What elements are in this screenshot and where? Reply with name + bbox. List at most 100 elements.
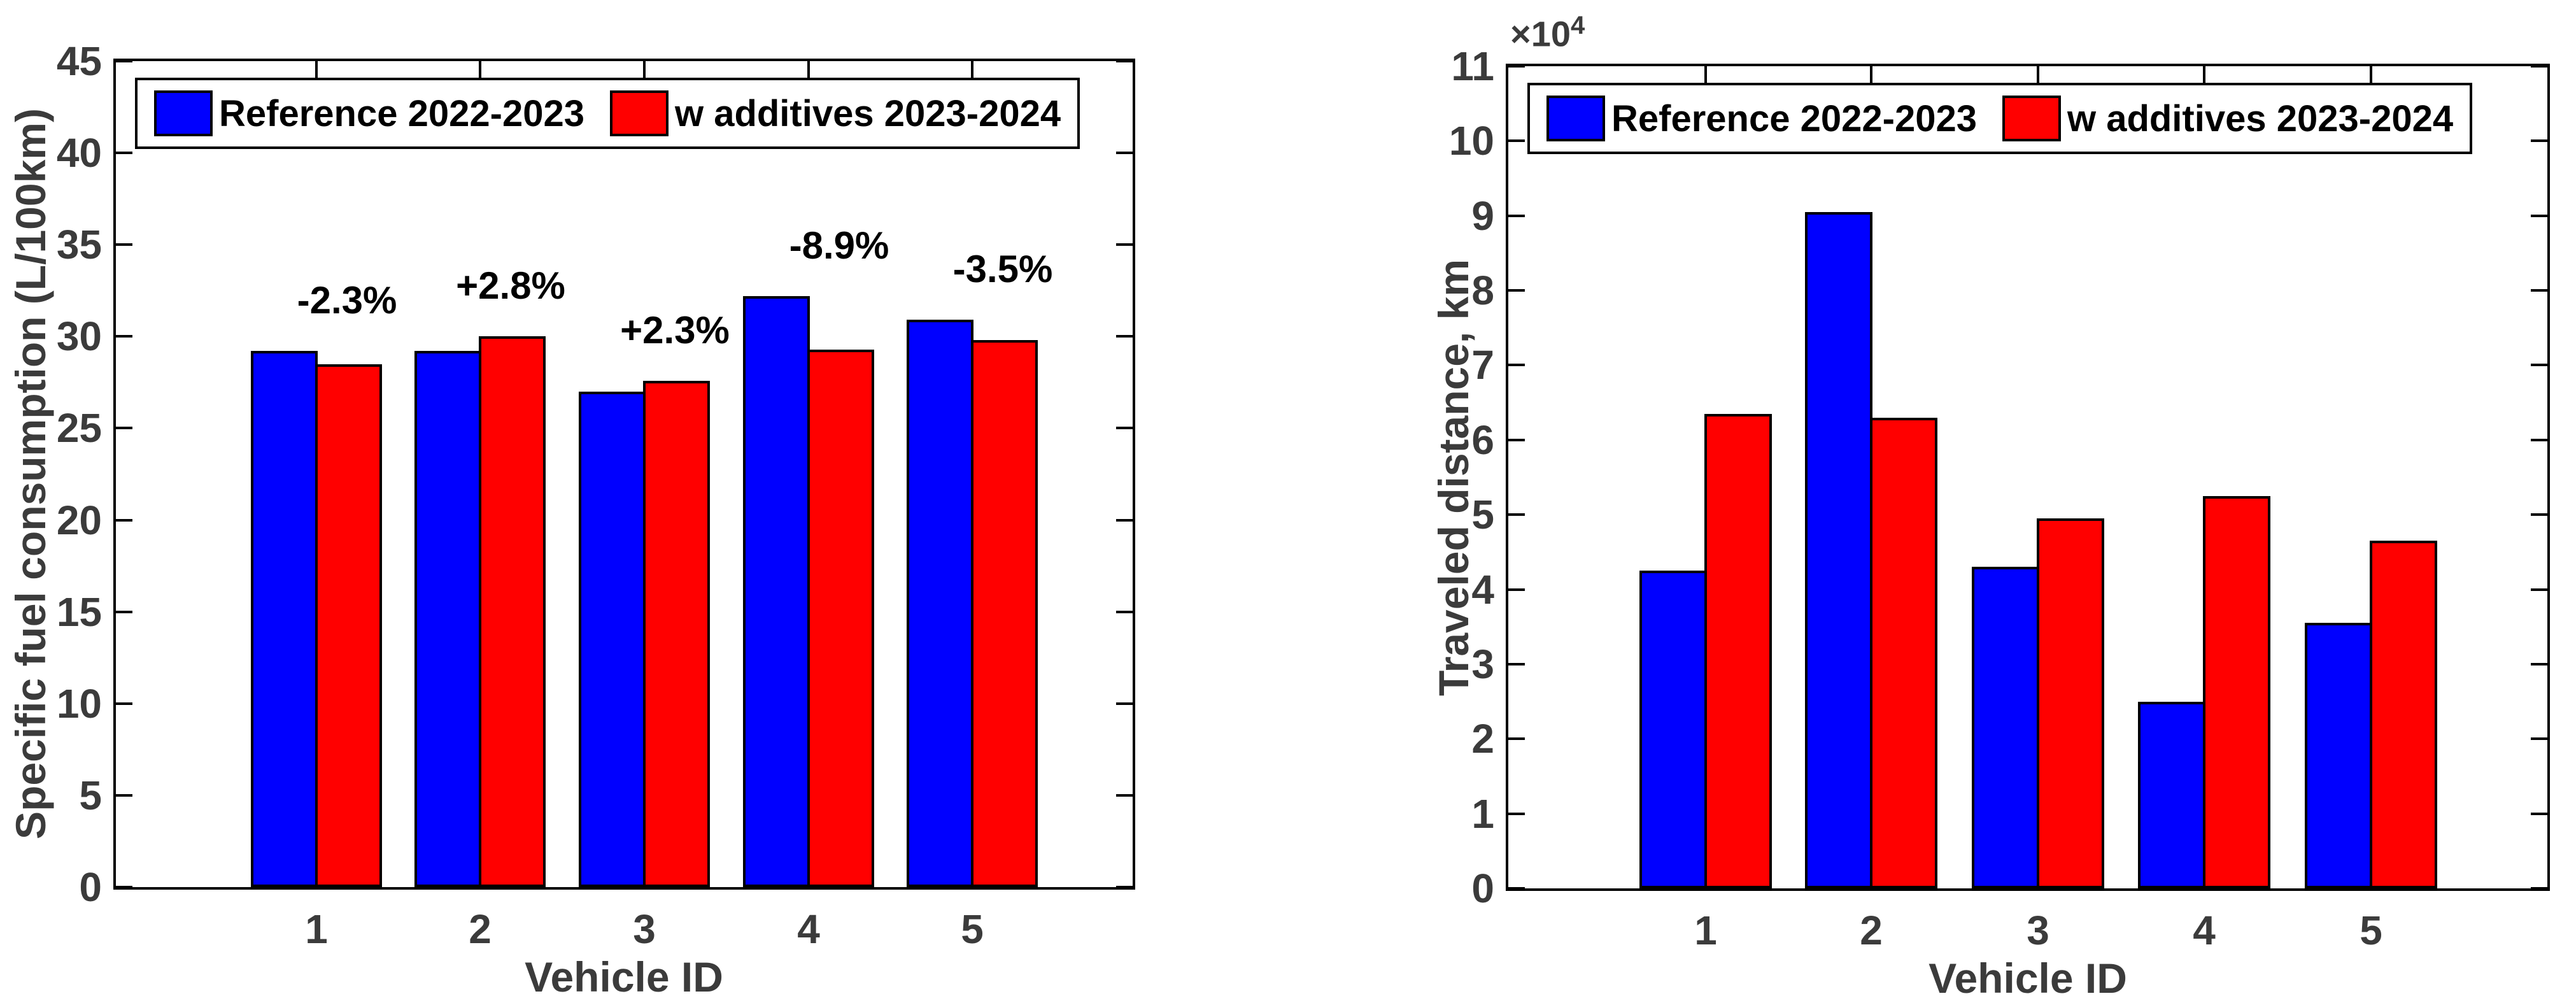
y-tick-mirror <box>2531 813 2547 815</box>
y-tick-label: 40 <box>56 130 102 176</box>
bar-with-additives <box>2370 541 2437 888</box>
x-tick-label: 3 <box>633 906 656 952</box>
y-tick <box>1508 439 1525 441</box>
pct-annotation: -2.3% <box>297 279 397 322</box>
y-tick-mirror <box>1116 60 1133 62</box>
pct-annotation: -3.5% <box>952 248 1053 290</box>
y-tick <box>116 702 132 705</box>
y-tick-label: 0 <box>79 864 102 910</box>
y-axis-label: Specific fuel consumption (L/100km) <box>7 108 54 839</box>
x-tick-top <box>643 61 646 82</box>
x-tick-label: 1 <box>1694 907 1717 953</box>
x-tick-bottom <box>2037 868 2039 888</box>
bar-reference <box>1639 571 1707 888</box>
y-tick <box>1508 65 1525 68</box>
bar-reference <box>1972 567 2039 888</box>
bar-with-additives <box>807 350 874 887</box>
bar-reference <box>1805 212 1872 888</box>
y-tick <box>1508 588 1525 591</box>
exponent-power: 4 <box>1571 11 1585 39</box>
x-tick-bottom <box>1870 868 1872 888</box>
x-tick-top <box>2203 66 2205 87</box>
y-tick <box>116 152 132 154</box>
x-tick-bottom <box>971 867 973 887</box>
y-tick <box>116 794 132 797</box>
y-tick-mirror <box>1116 243 1133 246</box>
x-tick-bottom <box>2203 868 2205 888</box>
bar-with-additives <box>1704 414 1772 888</box>
y-tick-mirror <box>2531 215 2547 217</box>
bar-reference <box>907 320 973 887</box>
bar-reference <box>743 296 810 887</box>
y-tick-label: 6 <box>1471 417 1494 463</box>
y-tick-label: 8 <box>1471 267 1494 313</box>
y-tick <box>1508 215 1525 217</box>
y-tick-label: 25 <box>56 405 102 451</box>
y-tick-mirror <box>1116 152 1133 154</box>
x-axis-label: Vehicle ID <box>1928 955 2127 996</box>
y-tick <box>116 886 132 888</box>
y-tick-label: 1 <box>1471 791 1494 837</box>
y-tick-mirror <box>1116 702 1133 705</box>
x-tick-top <box>315 61 318 82</box>
x-tick-top <box>1704 66 1707 87</box>
pct-annotation: +2.3% <box>620 309 730 352</box>
legend-swatch-red <box>609 90 669 136</box>
y-tick-mirror <box>2531 289 2547 292</box>
y-tick-mirror <box>1116 335 1133 338</box>
y-tick-mirror <box>1116 519 1133 522</box>
x-tick-bottom <box>315 867 318 887</box>
x-tick-top <box>2370 66 2372 87</box>
bar-reference <box>2305 623 2372 888</box>
y-tick <box>1508 663 1525 665</box>
plot-area: -2.3% +2.8% +2.3% -8.9% -3.5% Reference 2022-… <box>113 59 1135 890</box>
x-tick-top <box>1870 66 1872 87</box>
y-axis-label: Traveled distance, km <box>1430 259 1477 697</box>
y-tick-mirror <box>2531 887 2547 890</box>
legend-label: w additives 2023-2024 <box>674 92 1061 134</box>
y-tick-mirror <box>2531 65 2547 68</box>
y-tick-label: 9 <box>1471 193 1494 239</box>
legend-swatch-red <box>2002 96 2061 141</box>
y-tick <box>1508 513 1525 516</box>
y-tick <box>1508 139 1525 142</box>
x-tick-top <box>479 61 481 82</box>
legend-swatch-blue <box>1546 96 1605 141</box>
y-tick-label: 5 <box>1471 492 1494 537</box>
x-tick-bottom <box>479 867 481 887</box>
y-tick <box>1508 813 1525 815</box>
y-tick-label: 15 <box>56 589 102 635</box>
exponent-base: ×10 <box>1510 13 1571 54</box>
bar-with-additives <box>643 381 710 887</box>
legend-item: w additives 2023-2024 <box>2002 96 2453 141</box>
bar-with-additives <box>479 336 546 887</box>
y-tick <box>116 60 132 62</box>
legend: Reference 2022-2023 w additives 2023-2024 <box>1527 83 2473 154</box>
y-tick-label: 2 <box>1471 716 1494 762</box>
y-tick-label: 5 <box>79 772 102 818</box>
x-tick-bottom <box>807 867 810 887</box>
x-tick-bottom <box>1704 868 1707 888</box>
y-tick-mirror <box>2531 663 2547 665</box>
y-tick-mirror <box>2531 513 2547 516</box>
y-tick-mirror <box>1116 611 1133 613</box>
x-tick-label: 2 <box>469 906 492 952</box>
plot-area: Reference 2022-2023 w additives 2023-2024 <box>1506 64 2550 891</box>
y-tick-label: 10 <box>56 681 102 727</box>
legend-label: Reference 2022-2023 <box>219 92 584 134</box>
bar-with-additives <box>315 364 382 887</box>
y-tick <box>116 611 132 613</box>
y-tick-mirror <box>2531 737 2547 740</box>
y-tick-label: 11 <box>1451 43 1494 89</box>
x-tick-label: 4 <box>797 906 820 952</box>
bar-with-additives <box>971 340 1038 887</box>
bar-with-additives <box>2037 518 2104 888</box>
y-tick-label: 4 <box>1471 567 1494 613</box>
bar-reference <box>2138 702 2205 888</box>
pct-annotation: -8.9% <box>789 224 889 267</box>
legend-item: w additives 2023-2024 <box>609 90 1061 136</box>
y-tick-label: 7 <box>1471 342 1494 388</box>
x-tick-label: 5 <box>961 906 984 952</box>
y-tick <box>116 519 132 522</box>
